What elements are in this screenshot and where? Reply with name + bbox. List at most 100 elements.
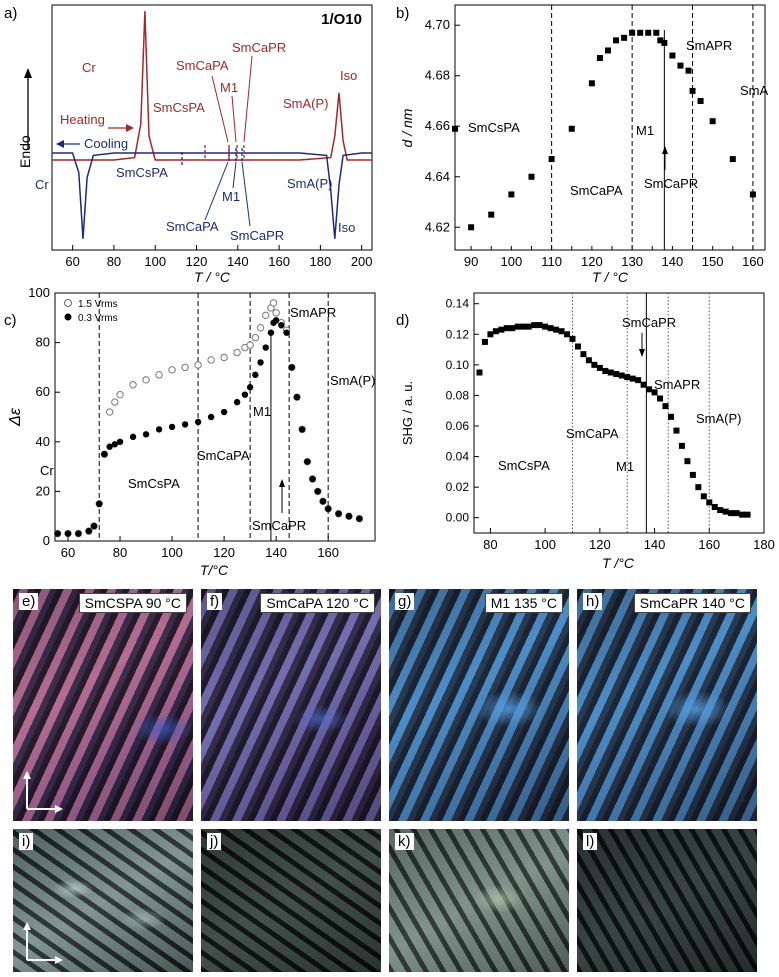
panel-b-point — [697, 97, 704, 104]
panel-c-point-0-3vrms — [101, 451, 108, 458]
d-phase-m1: M1 — [616, 459, 634, 474]
heat-label-cr: Cr — [82, 60, 96, 75]
panel-d-label: d) — [396, 312, 409, 329]
panel-d-point — [706, 499, 713, 506]
panel-a-x-tick-label: 80 — [107, 254, 121, 269]
panel-b-y-tick-label: 4.68 — [425, 68, 450, 83]
photo-i-label: i) — [19, 833, 34, 850]
c-phase-cr: Cr — [40, 463, 54, 478]
c-phase-m1: M1 — [253, 404, 271, 419]
panel-b-point — [709, 118, 716, 125]
panel-a-x-tick-label: 120 — [186, 254, 208, 269]
b-phase-smcapr: SmCaPR — [644, 176, 698, 191]
cooling-curve — [52, 152, 372, 239]
panel-c-point-1-5vrms — [262, 311, 270, 320]
panel-d-x-tick-label: 80 — [483, 537, 497, 552]
panel-b-layer-spacing-chart: b) 90 100 110 120 130 140 150 160 4.624.644.664… — [396, 4, 769, 285]
panel-d-point — [722, 508, 729, 515]
heat-label-smcapr: SmCaPR — [232, 40, 286, 55]
panel-d-point — [657, 395, 664, 402]
panel-c-point-0-3vrms — [335, 510, 342, 517]
panel-d-frame — [473, 292, 765, 534]
panel-d-point — [602, 367, 609, 374]
panel-d-point — [503, 325, 510, 332]
panel-a-x-tick-label: 180 — [310, 254, 332, 269]
panel-c-point-1-5vrms — [155, 371, 163, 379]
cool-pointer-m1 — [232, 161, 237, 189]
panel-c-point-0-3vrms — [272, 317, 280, 324]
panel-d-point — [509, 325, 516, 332]
panel-d-point — [684, 458, 691, 465]
panel-b-point — [588, 80, 595, 87]
photo-e-tag: SmCSPA 90 °C — [78, 593, 187, 613]
panel-c-point-0-3vrms — [233, 398, 241, 406]
panel-d-point — [547, 325, 554, 332]
cooling-arrowhead-icon — [56, 140, 64, 148]
panel-d-point — [481, 338, 488, 345]
panel-b-point — [596, 55, 603, 62]
panel-a-x-ticks: 60 80 100 120 140 160 180 200 — [65, 245, 373, 269]
panel-c-point-1-5vrms — [269, 299, 278, 307]
panel-c-y-tick-label: 40 — [36, 434, 50, 449]
panel-c-point-0-3vrms — [304, 458, 311, 465]
d-phase-sma: SmA(P) — [696, 411, 742, 426]
panel-b-point — [729, 156, 736, 163]
photo-h-tag: SmCaPR 140 °C — [633, 593, 751, 613]
panel-d-x-tick-label: 180 — [753, 537, 775, 552]
panel-c-point-0-3vrms — [106, 443, 113, 450]
panel-c-point-0-3vrms — [96, 500, 103, 507]
panel-d-x-tick-label: 120 — [589, 537, 611, 552]
panel-b-x-tick-label: 140 — [662, 254, 684, 269]
panel-c-point-1-5vrms — [207, 356, 215, 364]
b-phase-smcapa: SmCaPA — [570, 183, 623, 198]
legend-filled-circle-icon — [64, 313, 72, 321]
panel-b-point — [548, 156, 555, 163]
panel-c-point-0-3vrms — [155, 426, 163, 433]
panel-d-y-tick-label: 0.04 — [446, 450, 470, 464]
panel-c-point-0-3vrms — [116, 438, 124, 445]
panel-b-point — [669, 52, 676, 59]
panel-c-x-tick-label: 160 — [317, 545, 339, 560]
c-phase-smcapa: SmCaPA — [197, 448, 250, 463]
panel-c-point-0-3vrms — [85, 527, 93, 535]
panel-c-point-1-5vrms — [233, 348, 241, 357]
panel-c-point-0-3vrms — [293, 393, 301, 401]
panel-a-x-tick-label: 160 — [268, 254, 290, 269]
panel-c-point-0-3vrms — [142, 431, 150, 438]
panel-b-x-tick-label: 100 — [501, 254, 523, 269]
legend-label-0-3vrms: 0.3 Vrms — [78, 313, 118, 324]
panel-c-y-tick-label: 80 — [36, 335, 50, 350]
heat-label-iso: Iso — [340, 68, 357, 83]
c-phase-sma: SmA(P) — [330, 373, 376, 388]
b-phase-m1: M1 — [636, 123, 654, 138]
panel-c-point-1-5vrms — [111, 398, 119, 406]
panel-d-point — [711, 504, 718, 511]
panel-c-point-0-3vrms — [309, 475, 316, 483]
panel-d-point — [629, 375, 636, 382]
panel-c-point-0-3vrms — [168, 423, 176, 431]
panel-d-point — [695, 484, 702, 491]
cool-label-smcapa: SmCaPA — [166, 219, 219, 234]
panel-d-point — [525, 323, 532, 330]
panel-c-x-tick-label: 120 — [213, 545, 235, 560]
panel-d-point — [596, 364, 603, 371]
panel-b-y-ticks: 4.62 4.64 4.66 4.68 4.70 — [425, 17, 460, 234]
panel-b-point — [488, 211, 495, 218]
b-pointer-arrowhead-icon — [662, 146, 668, 154]
c-pointer-arrowhead-icon — [279, 479, 285, 487]
panel-c-x-tick-label: 140 — [265, 545, 287, 560]
photo-j: j) — [200, 828, 382, 973]
panel-c-points — [53, 299, 364, 538]
crossed-polarizer-arrows-icon-2 — [23, 922, 63, 964]
panel-d-point — [640, 381, 647, 388]
panel-b-x-tick-label: 120 — [581, 254, 603, 269]
panel-c-permittivity-chart: c) 60 80 100 120 140 160 0 20 40 60 80 100 T/°C Δε… — [4, 285, 376, 578]
cool-label-m1: M1 — [222, 189, 240, 204]
panel-c-point-0-3vrms — [356, 515, 363, 522]
d-phase-smapr: SmAPR — [654, 377, 700, 392]
panel-c-point-0-3vrms — [194, 418, 202, 426]
panel-c-point-0-3vrms — [283, 329, 290, 336]
panel-b-x-tick-label: 110 — [541, 254, 562, 269]
panel-d-y-tick-label: 0.08 — [446, 388, 470, 402]
photo-g-tag: M1 135 °C — [484, 593, 563, 613]
